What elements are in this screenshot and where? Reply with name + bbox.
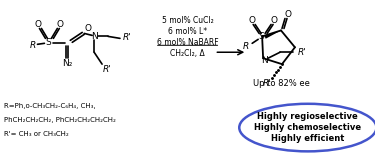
Text: R'= CH₃ or CH₃CH₂: R'= CH₃ or CH₃CH₂ — [4, 131, 69, 137]
Text: S: S — [46, 38, 51, 47]
Text: 6 mol% NaBARF: 6 mol% NaBARF — [157, 38, 218, 47]
FancyArrowPatch shape — [217, 50, 243, 55]
Text: R': R' — [263, 80, 271, 88]
Text: O: O — [57, 20, 64, 29]
Text: O: O — [249, 16, 256, 25]
Text: Highly efficient: Highly efficient — [271, 134, 345, 143]
Text: R': R' — [297, 48, 306, 57]
Text: O: O — [85, 24, 92, 33]
Text: Highly regioselective: Highly regioselective — [257, 112, 358, 121]
Polygon shape — [265, 30, 281, 39]
Text: Highly chemoselective: Highly chemoselective — [254, 123, 362, 132]
Text: 5 mol% CuCl₂: 5 mol% CuCl₂ — [162, 16, 213, 25]
Text: CH₂Cl₂, Δ: CH₂Cl₂, Δ — [170, 49, 205, 58]
Text: R': R' — [123, 33, 131, 42]
Text: 6 mol% L*: 6 mol% L* — [168, 27, 207, 36]
Text: N₂: N₂ — [62, 59, 72, 68]
Text: R': R' — [103, 65, 112, 74]
Text: O: O — [285, 10, 291, 19]
Text: R=Ph,o-CH₃CH₂-C₆H₄, CH₃,: R=Ph,o-CH₃CH₂-C₆H₄, CH₃, — [4, 103, 95, 109]
Text: R: R — [29, 41, 36, 50]
Text: S: S — [258, 32, 264, 41]
Text: PhCH₂CH₂CH₂, PhCH₂CH₂CH₂CH₂: PhCH₂CH₂CH₂, PhCH₂CH₂CH₂CH₂ — [4, 117, 116, 123]
Text: N: N — [261, 56, 268, 65]
Text: Up to 82% ee: Up to 82% ee — [253, 80, 310, 88]
Text: R: R — [243, 42, 249, 51]
Text: O: O — [35, 20, 42, 29]
Text: O: O — [271, 16, 277, 25]
Text: N: N — [91, 32, 98, 41]
